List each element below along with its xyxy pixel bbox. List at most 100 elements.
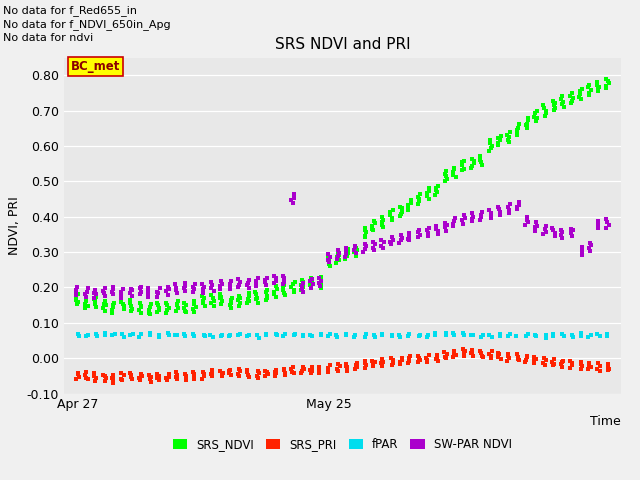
Point (360, 232, 371, 240)
Point (504, 201, 515, 208)
Point (575, 90, 585, 97)
Point (297, 285, 307, 292)
Point (234, 292, 244, 300)
Point (556, 95, 566, 103)
Point (450, 215, 460, 222)
Point (227, 294, 237, 301)
Point (486, 214, 496, 222)
Point (152, 374, 162, 382)
Point (541, 356, 551, 363)
Point (385, 208, 396, 216)
Point (306, 284, 316, 292)
Point (448, 171, 458, 179)
Point (540, 225, 550, 233)
Point (362, 361, 372, 369)
Point (404, 357, 414, 365)
Point (484, 350, 494, 358)
Point (577, 85, 587, 93)
Point (271, 293, 281, 300)
Point (189, 308, 199, 316)
Point (323, 251, 333, 258)
Point (71, 375, 81, 383)
Point (234, 365, 244, 373)
Point (244, 373, 254, 381)
Point (72, 300, 82, 308)
Point (315, 279, 325, 287)
Point (92, 332, 102, 340)
Point (243, 295, 253, 303)
Point (125, 299, 135, 307)
Point (394, 332, 404, 339)
Point (421, 354, 431, 361)
Point (449, 164, 460, 172)
Point (541, 331, 551, 339)
Point (595, 332, 605, 340)
Point (584, 91, 595, 99)
Point (388, 236, 398, 243)
Point (388, 359, 398, 367)
Point (484, 147, 495, 155)
Point (476, 213, 486, 221)
Point (386, 354, 396, 362)
Point (378, 358, 388, 366)
Point (83, 284, 93, 292)
Point (556, 360, 566, 368)
Point (540, 361, 550, 369)
Point (602, 332, 612, 340)
Point (349, 249, 360, 256)
Point (324, 330, 335, 338)
Point (360, 234, 370, 241)
Point (358, 248, 369, 255)
Point (225, 285, 235, 292)
Point (188, 306, 198, 313)
Point (181, 376, 191, 384)
Point (143, 284, 154, 291)
Point (522, 213, 532, 221)
Point (369, 217, 379, 225)
Point (100, 297, 110, 305)
Point (323, 368, 333, 376)
Point (179, 332, 189, 339)
Point (557, 93, 568, 100)
Point (531, 333, 541, 340)
Point (512, 126, 522, 134)
Text: BC_met: BC_met (71, 60, 120, 73)
Point (460, 347, 470, 355)
Point (566, 361, 577, 369)
Point (181, 308, 191, 316)
Point (495, 330, 505, 338)
Point (154, 304, 164, 312)
Point (460, 214, 470, 222)
Point (170, 281, 180, 288)
Point (567, 89, 577, 97)
Point (466, 331, 476, 338)
Point (216, 333, 227, 340)
Point (198, 289, 208, 297)
Point (161, 309, 171, 316)
Point (385, 239, 396, 246)
Point (367, 225, 378, 232)
Point (100, 374, 111, 382)
Point (386, 240, 396, 248)
Point (367, 362, 378, 370)
Point (584, 244, 595, 252)
Point (286, 365, 296, 373)
Point (323, 256, 333, 264)
Point (566, 97, 577, 105)
Point (387, 216, 397, 223)
Point (538, 359, 548, 367)
Point (458, 345, 468, 352)
Point (415, 231, 425, 239)
Point (604, 221, 614, 228)
Point (91, 330, 101, 338)
Point (556, 234, 566, 242)
Point (584, 359, 595, 367)
Point (550, 99, 560, 107)
Point (243, 279, 253, 287)
Point (209, 302, 219, 310)
Point (215, 286, 225, 293)
Point (593, 360, 603, 367)
Point (395, 203, 405, 211)
Point (161, 288, 172, 295)
Point (549, 101, 559, 108)
